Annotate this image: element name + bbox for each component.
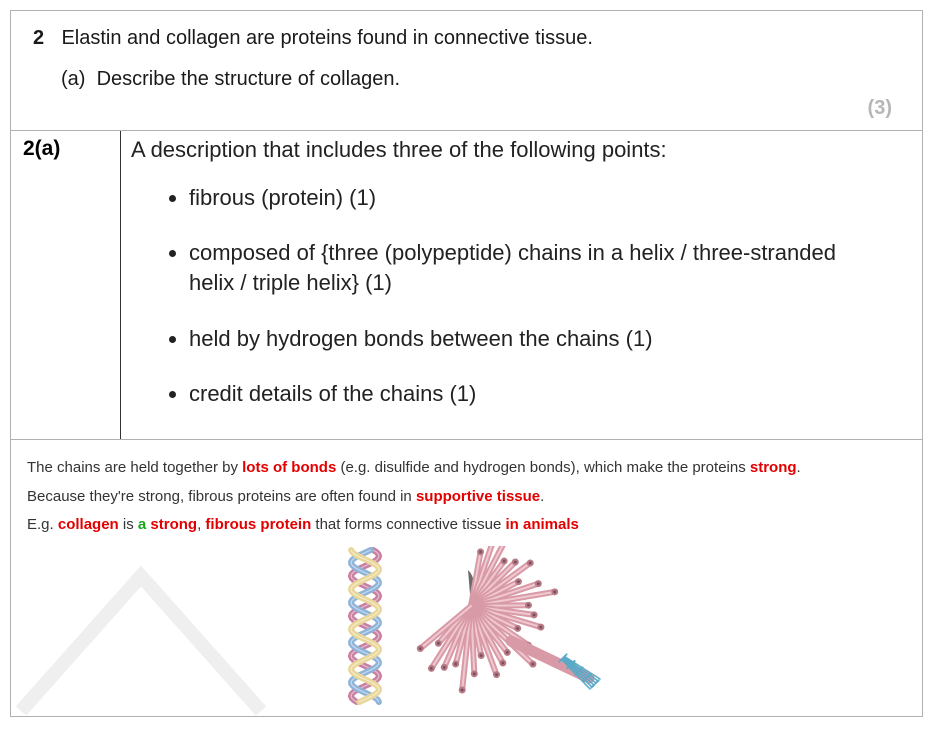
part-label: (a)	[61, 68, 85, 90]
collagen-fibres-illustration	[411, 546, 601, 696]
question-part: (a) Describe the structure of collagen.	[61, 68, 900, 91]
marks-available: (3)	[33, 97, 900, 120]
highlight-green: a	[138, 516, 146, 533]
notes-box: The chains are held together by lots of …	[11, 440, 922, 716]
question-box: 2 Elastin and collagen are proteins foun…	[11, 11, 922, 131]
note-line-1: The chains are held together by lots of …	[27, 454, 906, 483]
highlight: supportive tissue	[416, 488, 540, 505]
worksheet-container: 2 Elastin and collagen are proteins foun…	[10, 10, 923, 717]
highlight: collagen	[58, 516, 119, 533]
answer-point: fibrous (protein) (1)	[189, 183, 904, 213]
note-line-3: E.g. collagen is a strong, fibrous prote…	[27, 511, 906, 540]
answer-label: 2(a)	[11, 131, 121, 439]
highlight: strong	[150, 516, 197, 533]
answer-lead: A description that includes three of the…	[131, 135, 904, 165]
highlight: in animals	[506, 516, 579, 533]
question-stem-line: 2 Elastin and collagen are proteins foun…	[33, 27, 900, 50]
part-text: Describe the structure of collagen.	[97, 68, 401, 90]
answer-points-list: fibrous (protein) (1) composed of {three…	[131, 183, 904, 409]
highlight: fibrous protein	[205, 516, 311, 533]
triple-helix-illustration	[333, 546, 397, 706]
illustration-row	[27, 546, 906, 712]
question-number: 2	[33, 27, 57, 50]
answer-point: composed of {three (polypeptide) chains …	[189, 238, 904, 297]
question-stem: Elastin and collagen are proteins found …	[61, 27, 592, 49]
highlight: lots of bonds	[242, 459, 336, 476]
highlight: strong	[750, 459, 797, 476]
answer-body: A description that includes three of the…	[121, 131, 922, 439]
note-line-2: Because they're strong, fibrous proteins…	[27, 483, 906, 512]
answer-point: held by hydrogen bonds between the chain…	[189, 324, 904, 354]
answer-point: credit details of the chains (1)	[189, 379, 904, 409]
markscheme-box: 2(a) A description that includes three o…	[11, 131, 922, 440]
